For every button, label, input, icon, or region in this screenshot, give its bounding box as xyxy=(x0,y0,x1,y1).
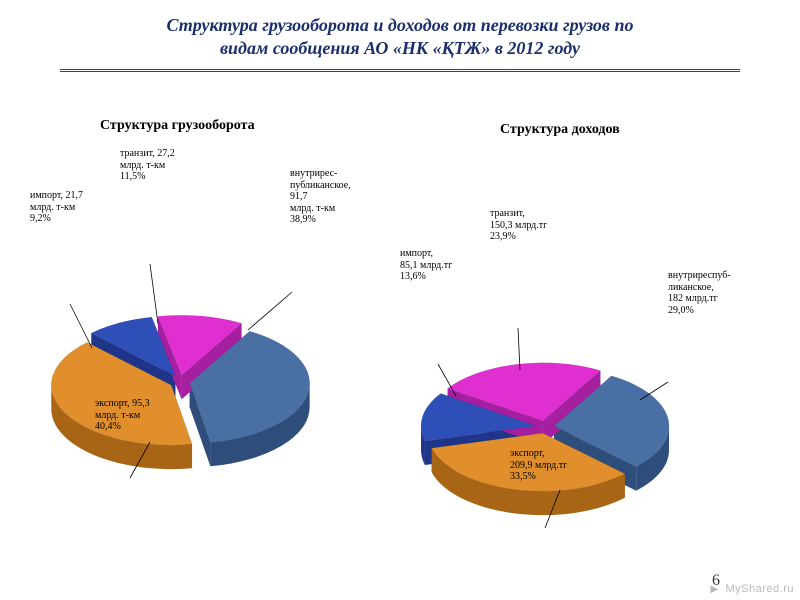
title-underline xyxy=(60,69,740,72)
title-line1: Структура грузооборота и доходов от пере… xyxy=(167,15,634,35)
page-title: Структура грузооборота и доходов от пере… xyxy=(0,0,800,65)
present-icon: ▶ xyxy=(708,582,722,596)
title-line2: видам сообщения АО «НК «ҚТЖ» в 2012 году xyxy=(220,38,580,58)
watermark: ▶ MyShared.ru xyxy=(708,582,794,596)
pie-revenue xyxy=(0,82,800,600)
watermark-text: MyShared.ru xyxy=(726,583,794,595)
